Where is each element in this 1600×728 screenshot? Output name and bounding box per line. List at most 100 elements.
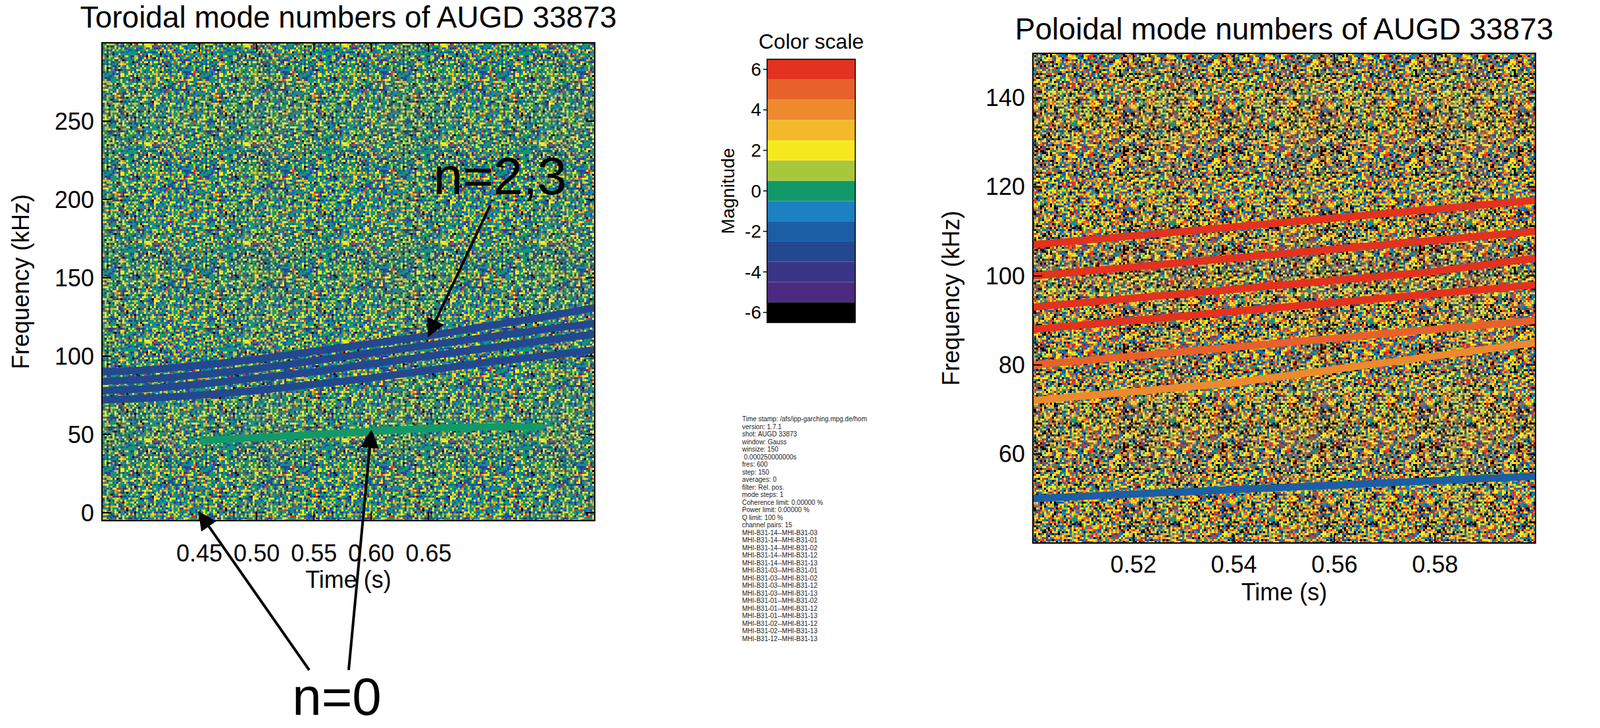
y-tick: [101, 276, 595, 279]
mode-line: [1032, 200, 1536, 245]
panel: Poloidal mode numbers of AUGD 338730.520…: [937, 11, 1554, 606]
info-line: Coherence limit: 0.00000 %: [742, 498, 824, 506]
y-tick: [101, 511, 595, 514]
info-line: fres: 600: [742, 460, 768, 468]
info-line: shot: AUGD 33873: [742, 430, 798, 438]
series-group: [101, 307, 595, 441]
y-tick-label: 140: [985, 84, 1025, 112]
arrow: [428, 205, 491, 336]
color-band: [767, 140, 856, 161]
info-line: MHI-B31-14--MHI-B31-03: [742, 528, 818, 537]
y-tick-label: 60: [998, 440, 1025, 468]
info-line: MHI-B31-03--MHI-B31-02: [742, 574, 818, 582]
colorbar-tick: [763, 69, 768, 71]
info-line: mode steps: 1: [742, 490, 784, 499]
color-band: [767, 281, 856, 302]
colorbar-label: Magnitude: [717, 148, 739, 235]
x-axis-title: Time (s): [305, 565, 392, 593]
x-tick-label: 0.58: [1411, 550, 1458, 578]
colorbar-tick: [763, 311, 768, 314]
color-scale: -6-4-20246Color scaleMagnitude: [717, 29, 865, 323]
y-tick-label: 250: [54, 107, 95, 135]
y-tick: [101, 355, 595, 357]
y-tick-label: 100: [985, 262, 1025, 290]
color-band: [767, 160, 856, 181]
arrow: [348, 430, 372, 670]
info-text: Time stamp: /afs/ipp-garching.mpg.de/hom…: [741, 415, 868, 643]
mode-line: [1032, 257, 1536, 307]
arrow: [199, 512, 310, 670]
x-tick-label: 0.52: [1110, 550, 1157, 578]
x-tick: [427, 42, 429, 521]
info-line: MHI-B31-12--MHI-B31-13: [742, 634, 818, 643]
x-tick: [313, 42, 315, 521]
y-tick-label: 80: [998, 351, 1025, 379]
mode-line: [1032, 342, 1536, 401]
y-axis-title: Frequency (kHz): [7, 194, 35, 370]
info-line: MHI-B31-01--MHI-B31-02: [742, 596, 818, 604]
info-line: channel pairs: 15: [742, 521, 793, 529]
color-band: [767, 241, 856, 262]
y-tick-label: 120: [985, 173, 1025, 200]
colorbar-tick-label: 2: [750, 140, 762, 161]
plot-background: [101, 42, 595, 521]
info-line: Q limit: 100 %: [742, 513, 783, 522]
color-band: [767, 119, 856, 141]
info-line: MHI-B31-03--MHI-B31-13: [742, 589, 818, 597]
info-line: window: Gauss: [741, 438, 787, 446]
x-tick-label: 0.60: [348, 539, 395, 567]
y-tick-label: 50: [67, 421, 95, 449]
color-band: [767, 180, 856, 202]
y-tick: [1032, 275, 1536, 277]
y-tick-label: 100: [54, 342, 95, 370]
colorbar-tick: [763, 150, 768, 152]
x-tick: [1434, 53, 1436, 543]
x-tick-label: 0.50: [233, 539, 280, 567]
series-group: [1032, 200, 1536, 499]
mode-line: [1032, 476, 1536, 499]
colorbar-tick: [763, 190, 768, 192]
title: Toroidal mode numbers of AUGD 33873: [80, 0, 618, 35]
mode-line: [1032, 320, 1536, 366]
info-line: 0.000250000000s: [742, 453, 797, 461]
mode-line: [101, 334, 595, 391]
y-axis-title: Frequency (kHz): [937, 210, 965, 386]
info-line: winsize: 150: [741, 445, 779, 453]
x-tick-label: 0.56: [1311, 550, 1358, 578]
info-line: MHI-B31-14--MHI-B31-01: [742, 536, 818, 544]
plot-frame: [1032, 53, 1536, 543]
figure: Toroidal mode numbers of AUGD 338730.450…: [0, 0, 1600, 728]
info-line: version: 1.7.1: [742, 423, 782, 431]
colorbar-tick-label: 0: [750, 180, 762, 202]
info-line: filter: Rel. pos.: [742, 483, 785, 491]
annotations: n=2,3n=0: [199, 146, 567, 726]
info-line: MHI-B31-14--MHI-B31-02: [742, 544, 818, 552]
info-line: MHI-B31-02--MHI-B31-12: [742, 619, 818, 627]
panel: Toroidal mode numbers of AUGD 338730.450…: [7, 0, 618, 593]
colorbar-tick: [763, 230, 768, 233]
info-line: step: 150: [742, 468, 770, 476]
colorbar-tick-label: 6: [750, 59, 762, 80]
info-line: MHI-B31-01--MHI-B31-13: [742, 611, 818, 620]
x-tick: [198, 42, 200, 521]
color-band: [767, 301, 856, 323]
color-band: [767, 200, 856, 222]
y-tick-label: 200: [54, 186, 95, 214]
y-tick: [1032, 186, 1536, 188]
color-band: [767, 59, 856, 80]
x-tick: [1333, 53, 1335, 543]
x-tick: [1233, 53, 1235, 543]
x-tick-label: 0.55: [290, 539, 337, 567]
mode-line: [101, 323, 595, 381]
colorbar-tick: [763, 109, 768, 111]
info-line: averages: 0: [742, 475, 777, 483]
color-band: [767, 221, 856, 242]
mode-line: [1032, 284, 1536, 330]
y-tick-label: 0: [80, 499, 95, 527]
plot-frame: [101, 42, 595, 521]
color-band: [767, 261, 856, 283]
x-tick: [255, 42, 258, 521]
colorbar-tick-label: 4: [750, 99, 762, 120]
colorbar-tick-label: -4: [744, 261, 762, 283]
y-tick: [101, 433, 595, 435]
